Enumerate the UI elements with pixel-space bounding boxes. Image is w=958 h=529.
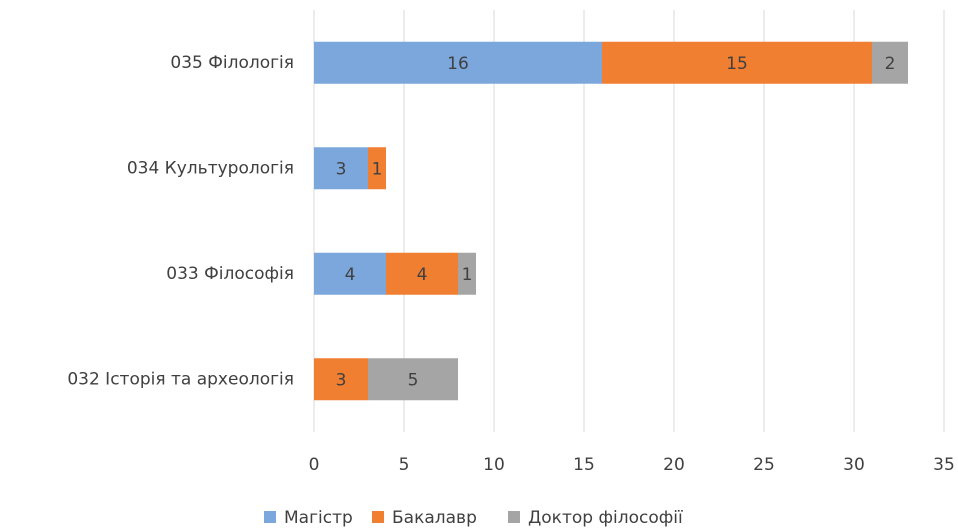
- x-tick-label: 10: [483, 455, 505, 475]
- x-tick-label: 5: [399, 455, 410, 475]
- legend-swatch: [508, 511, 520, 523]
- data-label: 1: [372, 159, 383, 179]
- data-label: 5: [408, 370, 419, 390]
- y-tick-label: 032 Історія та археологія: [67, 369, 294, 389]
- bar-segment: [386, 252, 458, 295]
- data-label: 4: [345, 265, 356, 285]
- data-label: 3: [336, 370, 347, 390]
- x-tick-label: 25: [753, 455, 775, 475]
- x-tick-label: 15: [573, 455, 595, 475]
- legend-label: Магістр: [284, 508, 353, 528]
- y-tick-label: 034 Культурологія: [127, 158, 294, 178]
- x-tick-label: 35: [933, 455, 955, 475]
- data-label: 3: [336, 159, 347, 179]
- bar-segment: [602, 41, 872, 84]
- bar-segment: [872, 41, 908, 84]
- data-label: 4: [417, 265, 428, 285]
- y-tick-label: 035 Філологія: [170, 53, 294, 73]
- legend-swatch: [264, 511, 276, 523]
- data-label: 2: [885, 54, 896, 74]
- legend-label: Бакалавр: [392, 508, 477, 528]
- data-label: 15: [726, 54, 748, 74]
- bar-segment: [314, 358, 368, 401]
- bar-segment: [458, 252, 476, 295]
- bar-segment: [368, 358, 458, 401]
- x-tick-label: 0: [309, 455, 320, 475]
- bar-segment: [314, 252, 386, 295]
- legend-swatch: [372, 511, 384, 523]
- bar-segment: [314, 41, 602, 84]
- bar-segment: [368, 147, 386, 190]
- x-tick-label: 30: [843, 455, 865, 475]
- data-label: 16: [447, 54, 469, 74]
- y-tick-label: 033 Філософія: [166, 264, 294, 284]
- x-tick-label: 20: [663, 455, 685, 475]
- bar-segment: [314, 147, 368, 190]
- legend-label: Доктор філософії: [528, 508, 683, 528]
- data-label: 1: [462, 265, 473, 285]
